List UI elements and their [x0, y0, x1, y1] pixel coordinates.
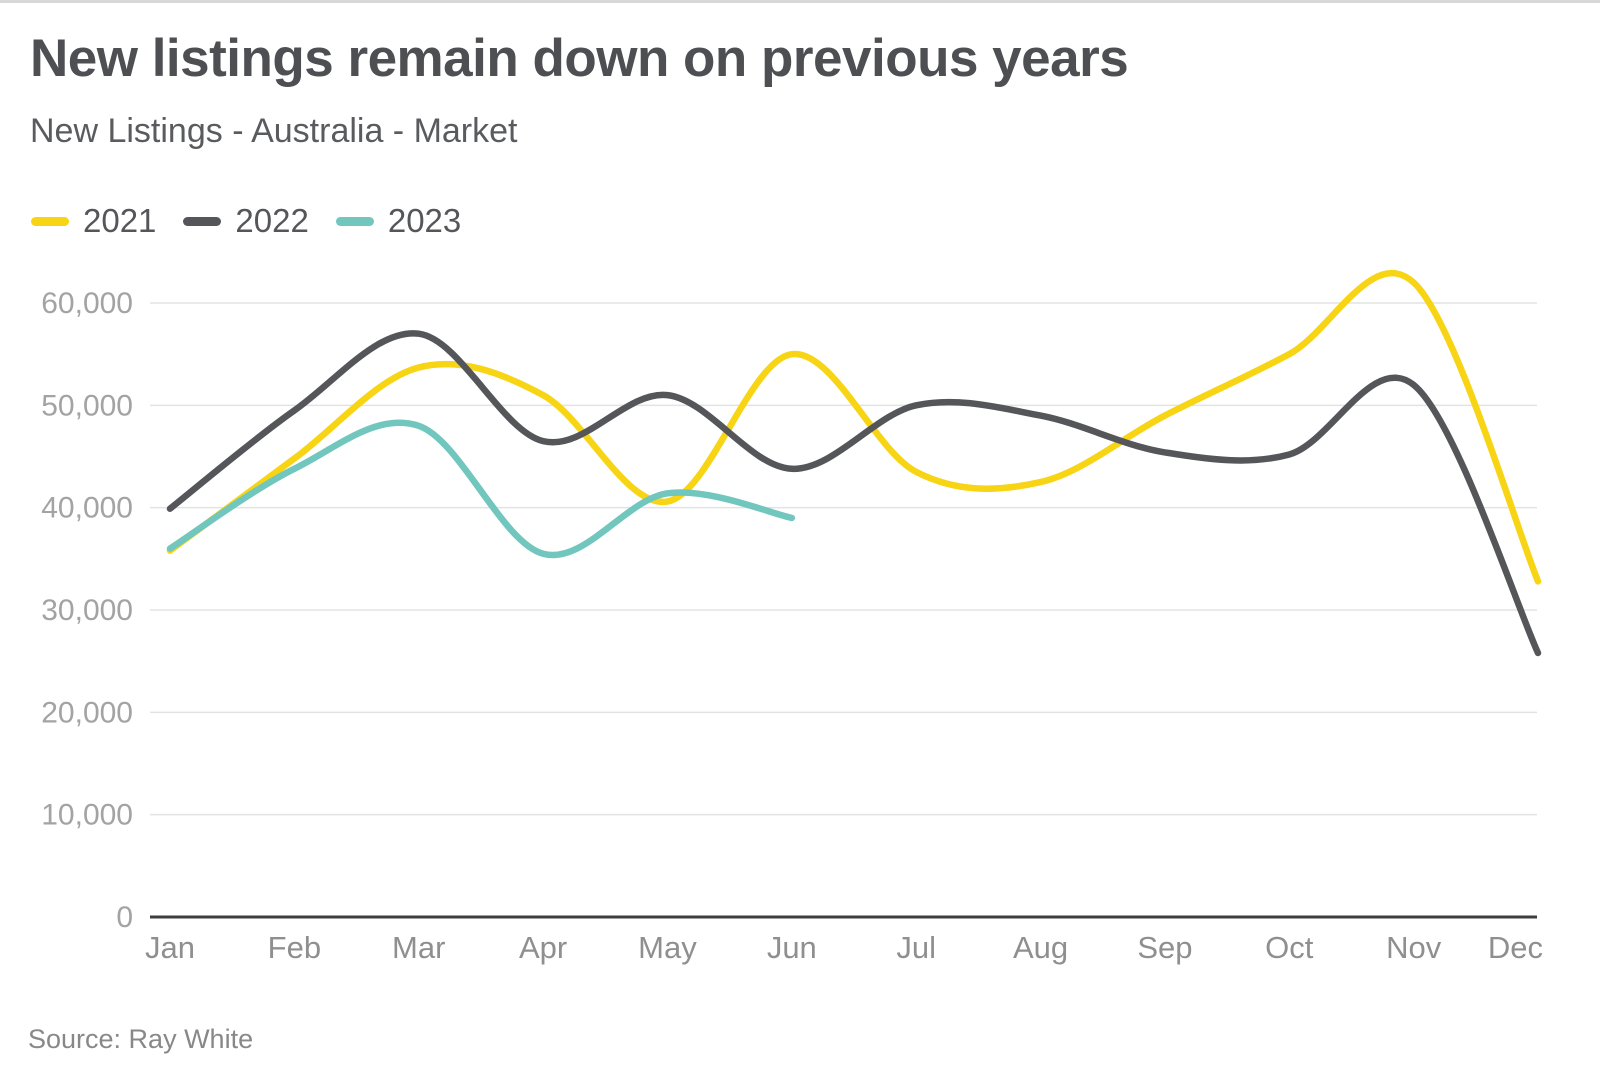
- legend-swatch-2023: [335, 216, 374, 226]
- x-axis-label-sep: Sep: [1137, 930, 1192, 965]
- y-axis-label-20000: 20,000: [41, 696, 133, 729]
- chart-subtitle: New Listings - Australia - Market: [30, 112, 518, 150]
- legend-label-2022: 2022: [235, 202, 309, 239]
- source-note: Source: Ray White: [28, 1024, 254, 1054]
- series-line-2023: [166, 419, 796, 559]
- legend-label-2021: 2021: [83, 202, 157, 239]
- legend-item-2023: 2023: [335, 202, 462, 240]
- x-axis-label-mar: Mar: [392, 930, 445, 965]
- x-axis-label-jun: Jun: [767, 930, 817, 965]
- x-axis-label-oct: Oct: [1265, 930, 1314, 965]
- y-axis-label-10000: 10,000: [41, 799, 133, 832]
- y-axis-label-60000: 60,000: [41, 287, 133, 320]
- legend-label-2023: 2023: [387, 202, 462, 239]
- legend-item-2022: 2022: [183, 202, 309, 240]
- x-axis-label-jul: Jul: [896, 930, 936, 965]
- y-axis-label-0: 0: [116, 901, 133, 934]
- series-line-2021: [166, 270, 1542, 585]
- legend-swatch-2022: [183, 216, 222, 226]
- x-axis-label-apr: Apr: [519, 930, 567, 965]
- y-axis-label-50000: 50,000: [41, 389, 133, 422]
- chart-title: New listings remain down on previous yea…: [30, 29, 1129, 88]
- x-axis-label-may: May: [638, 930, 697, 965]
- y-axis-label-30000: 30,000: [41, 594, 133, 627]
- series-line-2022: [166, 330, 1542, 657]
- x-axis-label-dec: Dec: [1488, 930, 1543, 965]
- chart-legend: 2021 2022 2023: [31, 202, 461, 240]
- x-axis-label-aug: Aug: [1013, 930, 1068, 965]
- x-axis-label-jan: Jan: [145, 930, 195, 965]
- legend-swatch-2021: [31, 216, 69, 226]
- top-border: [0, 0, 1600, 3]
- legend-item-2021: 2021: [31, 202, 156, 240]
- x-axis-label-nov: Nov: [1386, 930, 1442, 965]
- y-axis-label-40000: 40,000: [41, 492, 133, 525]
- x-axis-label-feb: Feb: [268, 930, 321, 965]
